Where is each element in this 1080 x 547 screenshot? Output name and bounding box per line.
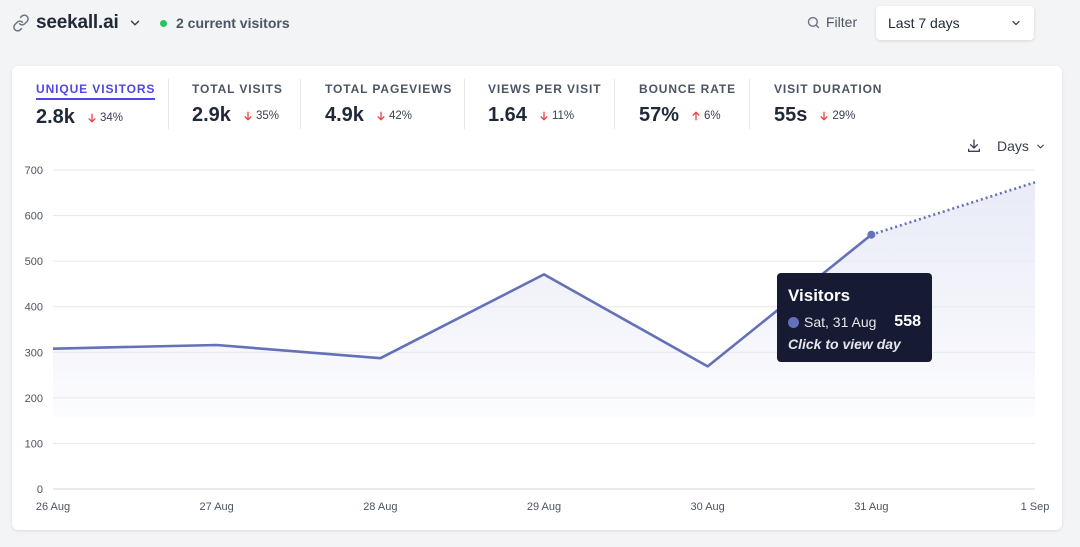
x-tick-label: 30 Aug — [691, 501, 725, 513]
metric-label: TOTAL VISITS — [192, 82, 283, 96]
y-tick-label: 100 — [25, 438, 43, 450]
x-tick-label: 27 Aug — [200, 501, 234, 513]
metric-change: 34% — [87, 112, 123, 124]
metric-change-value: 34% — [99, 112, 123, 124]
metric-change-value: 29% — [832, 110, 856, 122]
metric-value: 2.9k — [192, 104, 231, 126]
chevron-down-icon — [1037, 144, 1044, 148]
download-icon[interactable] — [966, 138, 982, 154]
current-visitors[interactable]: 2 current visitors — [160, 15, 290, 31]
metric-divider — [749, 79, 750, 129]
search-icon — [807, 16, 820, 28]
metric-views-per-visit[interactable]: VIEWS PER VISIT 1.64 11% — [488, 80, 602, 130]
x-tick-label: 29 Aug — [527, 501, 561, 513]
tooltip-hint: Click to view day — [788, 336, 901, 352]
tooltip-row: Sat, 31 Aug 558 — [788, 313, 921, 331]
x-axis: 26 Aug 27 Aug 28 Aug 29 Aug 30 Aug 31 Aug 1 Se… — [36, 501, 1050, 513]
tooltip-swatch — [788, 316, 799, 328]
top-bar: seekall.ai 2 current visitors Filter Las… — [0, 0, 1080, 46]
top-stats: UNIQUE VISITORS 2.8k 34% TOTAL VISITS 2.… — [12, 66, 1062, 136]
chart-points — [867, 230, 876, 239]
metric-value: 57% — [639, 104, 680, 126]
tooltip-title: Visitors — [788, 286, 851, 305]
series-line-incomplete — [870, 181, 1036, 236]
interval-selector[interactable]: Days — [997, 138, 1046, 154]
metric-change: 42% — [376, 110, 412, 122]
metric-label: VISIT DURATION — [774, 82, 883, 96]
metric-change-value: 11% — [551, 110, 575, 122]
metric-value: 2.8k — [36, 106, 75, 128]
metric-bounce-rate[interactable]: BOUNCE RATE 57% 6% — [639, 80, 736, 130]
data-point — [867, 230, 876, 239]
x-tick-label: 1 Sep — [1021, 501, 1050, 513]
x-tick-label: 31 Aug — [854, 501, 888, 513]
site-switcher[interactable]: seekall.ai — [12, 10, 142, 36]
metric-total-visits[interactable]: TOTAL VISITS 2.9k 35% — [192, 80, 283, 130]
y-tick-label: 400 — [25, 302, 43, 314]
chevron-down-icon — [1012, 20, 1020, 26]
metric-divider — [168, 79, 169, 129]
metric-change-value: 6% — [704, 110, 721, 122]
metric-label: BOUNCE RATE — [639, 82, 737, 96]
y-tick-label: 0 — [37, 484, 43, 496]
arrow-down-icon — [377, 111, 385, 121]
tooltip-value: 558 — [894, 313, 921, 330]
metric-visit-duration[interactable]: VISIT DURATION 55s 29% — [774, 80, 882, 130]
arrow-down-icon — [820, 111, 828, 121]
chevron-down-icon — [130, 20, 139, 26]
metric-value: 4.9k — [325, 104, 364, 126]
metric-change: 29% — [819, 110, 855, 122]
filter-button[interactable]: Filter — [806, 14, 857, 30]
metric-divider — [614, 79, 615, 129]
tooltip-date: Sat, 31 Aug — [804, 314, 877, 330]
link-icon — [13, 14, 29, 32]
current-visitors-label: 2 current visitors — [176, 15, 290, 31]
metric-divider — [464, 79, 465, 129]
chart-tools: Days — [966, 138, 1046, 154]
y-axis: 0 100 200 300 400 500 600 700 — [25, 165, 43, 496]
metric-change-value: 42% — [388, 110, 412, 122]
chart-line — [52, 181, 1036, 368]
y-tick-label: 700 — [25, 165, 43, 177]
metric-change-value: 35% — [255, 110, 279, 122]
series-line — [52, 233, 873, 368]
metric-label: UNIQUE VISITORS — [36, 82, 156, 100]
arrow-down-icon — [540, 111, 548, 121]
metric-change: 35% — [243, 110, 279, 122]
metric-change: 6% — [691, 110, 721, 122]
period-selector[interactable]: Last 7 days — [876, 6, 1034, 40]
metric-label: VIEWS PER VISIT — [488, 82, 602, 96]
metric-total-pageviews[interactable]: TOTAL PAGEVIEWS 4.9k 42% — [325, 80, 452, 130]
filter-label: Filter — [826, 14, 858, 30]
y-tick-label: 600 — [25, 211, 43, 223]
period-label: Last 7 days — [888, 15, 960, 31]
metric-value: 55s — [774, 104, 808, 126]
metric-divider — [300, 79, 301, 129]
metric-unique-visitors[interactable]: UNIQUE VISITORS 2.8k 34% — [36, 80, 156, 130]
metric-value: 1.64 — [488, 104, 527, 126]
arrow-down-icon — [88, 113, 96, 123]
metric-change: 11% — [539, 110, 574, 122]
x-tick-label: 26 Aug — [36, 501, 70, 513]
interval-label: Days — [997, 138, 1029, 154]
arrow-down-icon — [244, 111, 252, 121]
y-tick-label: 200 — [25, 393, 43, 405]
metric-label: TOTAL PAGEVIEWS — [325, 82, 453, 96]
arrow-up-icon — [692, 111, 700, 121]
live-dot — [160, 19, 167, 27]
y-tick-label: 300 — [25, 347, 43, 359]
site-name: seekall.ai — [36, 12, 119, 33]
y-tick-label: 500 — [25, 256, 43, 268]
x-tick-label: 28 Aug — [363, 501, 397, 513]
chart-tooltip[interactable]: Visitors Sat, 31 Aug 558 Click to view d… — [777, 273, 932, 362]
